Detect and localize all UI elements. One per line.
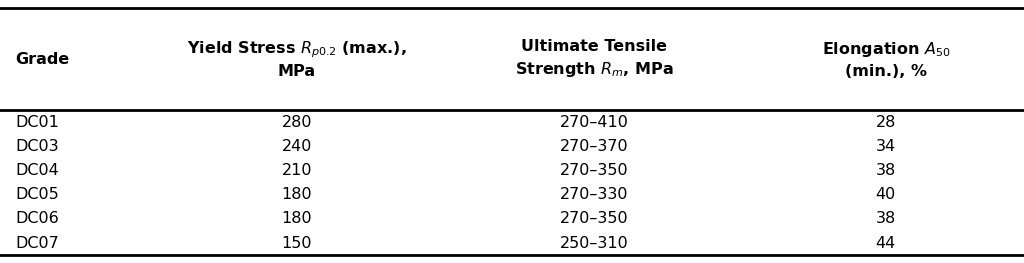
- Text: 180: 180: [282, 211, 312, 226]
- Text: 38: 38: [876, 163, 896, 178]
- Text: 34: 34: [876, 139, 896, 154]
- Text: DC01: DC01: [15, 115, 59, 130]
- Text: 270–350: 270–350: [559, 163, 629, 178]
- Text: 270–350: 270–350: [559, 211, 629, 226]
- Text: 180: 180: [282, 187, 312, 202]
- Text: Elongation $A_{50}$
(min.), %: Elongation $A_{50}$ (min.), %: [821, 40, 950, 79]
- Text: 280: 280: [282, 115, 312, 130]
- Text: Yield Stress $R_{p0.2}$ (max.),
MPa: Yield Stress $R_{p0.2}$ (max.), MPa: [187, 39, 407, 79]
- Text: 250–310: 250–310: [559, 236, 629, 251]
- Text: DC03: DC03: [15, 139, 59, 154]
- Text: DC04: DC04: [15, 163, 59, 178]
- Text: DC05: DC05: [15, 187, 59, 202]
- Text: DC07: DC07: [15, 236, 59, 251]
- Text: Ultimate Tensile
Strength $R_{m}$, MPa: Ultimate Tensile Strength $R_{m}$, MPa: [515, 39, 673, 79]
- Text: 240: 240: [282, 139, 312, 154]
- Text: 270–330: 270–330: [560, 187, 628, 202]
- Text: 40: 40: [876, 187, 896, 202]
- Text: 150: 150: [282, 236, 312, 251]
- Text: 28: 28: [876, 115, 896, 130]
- Text: 270–370: 270–370: [559, 139, 629, 154]
- Text: Grade: Grade: [15, 52, 70, 67]
- Text: 44: 44: [876, 236, 896, 251]
- Text: 270–410: 270–410: [559, 115, 629, 130]
- Text: DC06: DC06: [15, 211, 59, 226]
- Text: 38: 38: [876, 211, 896, 226]
- Text: 210: 210: [282, 163, 312, 178]
